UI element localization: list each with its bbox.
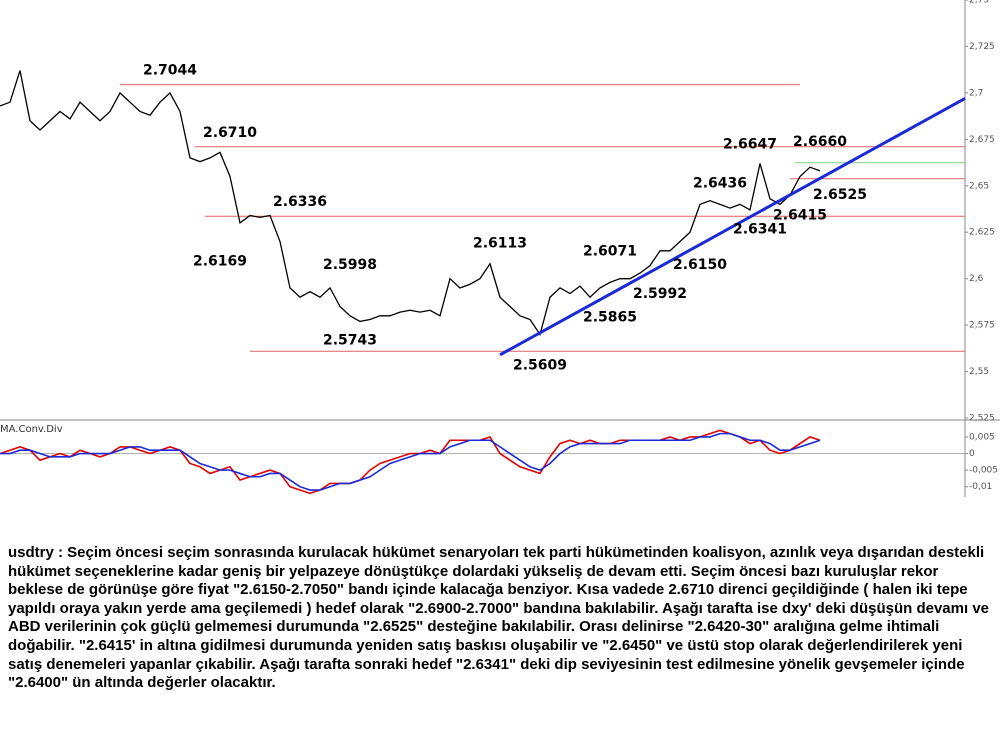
macd-line: [0, 432, 821, 491]
body-text: usdtry : Seçim öncesi seçim sonrasında k…: [8, 544, 989, 692]
annotation: 2.6341: [733, 221, 787, 237]
y-tick-label: 2,625: [969, 228, 995, 238]
annotation: 2.6710: [203, 125, 257, 141]
annotation: 2.6415: [773, 208, 827, 224]
y-tick-label: 2,65: [969, 181, 989, 191]
y-tick-label: 2,525: [969, 414, 995, 424]
chart: MA.Conv.Div 2,525 2,55 2,575 2,6 2,625 2,65 2,…: [0, 0, 1000, 497]
y-tick-label: 2,675: [969, 135, 995, 145]
y-tick-label: 2,6: [969, 274, 984, 284]
annotation: 2.6150: [673, 257, 727, 273]
annotation: 2.6525: [813, 187, 867, 203]
annotation: 2.5865: [583, 310, 637, 326]
indicator-title: MA.Conv.Div: [0, 424, 63, 435]
y-tick-label: -0,005: [969, 466, 998, 476]
y-tick-label: 2,55: [969, 367, 989, 377]
annotation: 2.6169: [193, 253, 247, 269]
y-tick-label: 0,005: [969, 432, 995, 442]
y-tick-label: 2,75: [969, 0, 989, 6]
price-line: [0, 70, 821, 336]
annotation: 2.5992: [633, 286, 687, 302]
annotation: 2.6647: [723, 136, 777, 152]
annotation: 2.6071: [583, 243, 637, 259]
annotation: 2.6113: [473, 236, 527, 252]
trend-line: [499, 97, 966, 357]
annotation: 2.6660: [793, 134, 847, 150]
annotation: 2.6436: [693, 176, 747, 192]
annotation: 2.5743: [323, 332, 377, 348]
y-tick-label: -0,01: [969, 482, 992, 492]
annotation: 2.7044: [143, 63, 197, 79]
y-tick-label: 0: [969, 449, 975, 459]
annotation: 2.5998: [323, 257, 377, 273]
annotation: 2.5609: [513, 357, 567, 373]
y-tick-label: 2,575: [969, 321, 995, 331]
y-tick-label: 2,725: [969, 42, 995, 52]
y-tick-label: 2,7: [969, 88, 983, 98]
macd-line: [0, 429, 821, 495]
annotation: 2.6336: [273, 194, 327, 210]
